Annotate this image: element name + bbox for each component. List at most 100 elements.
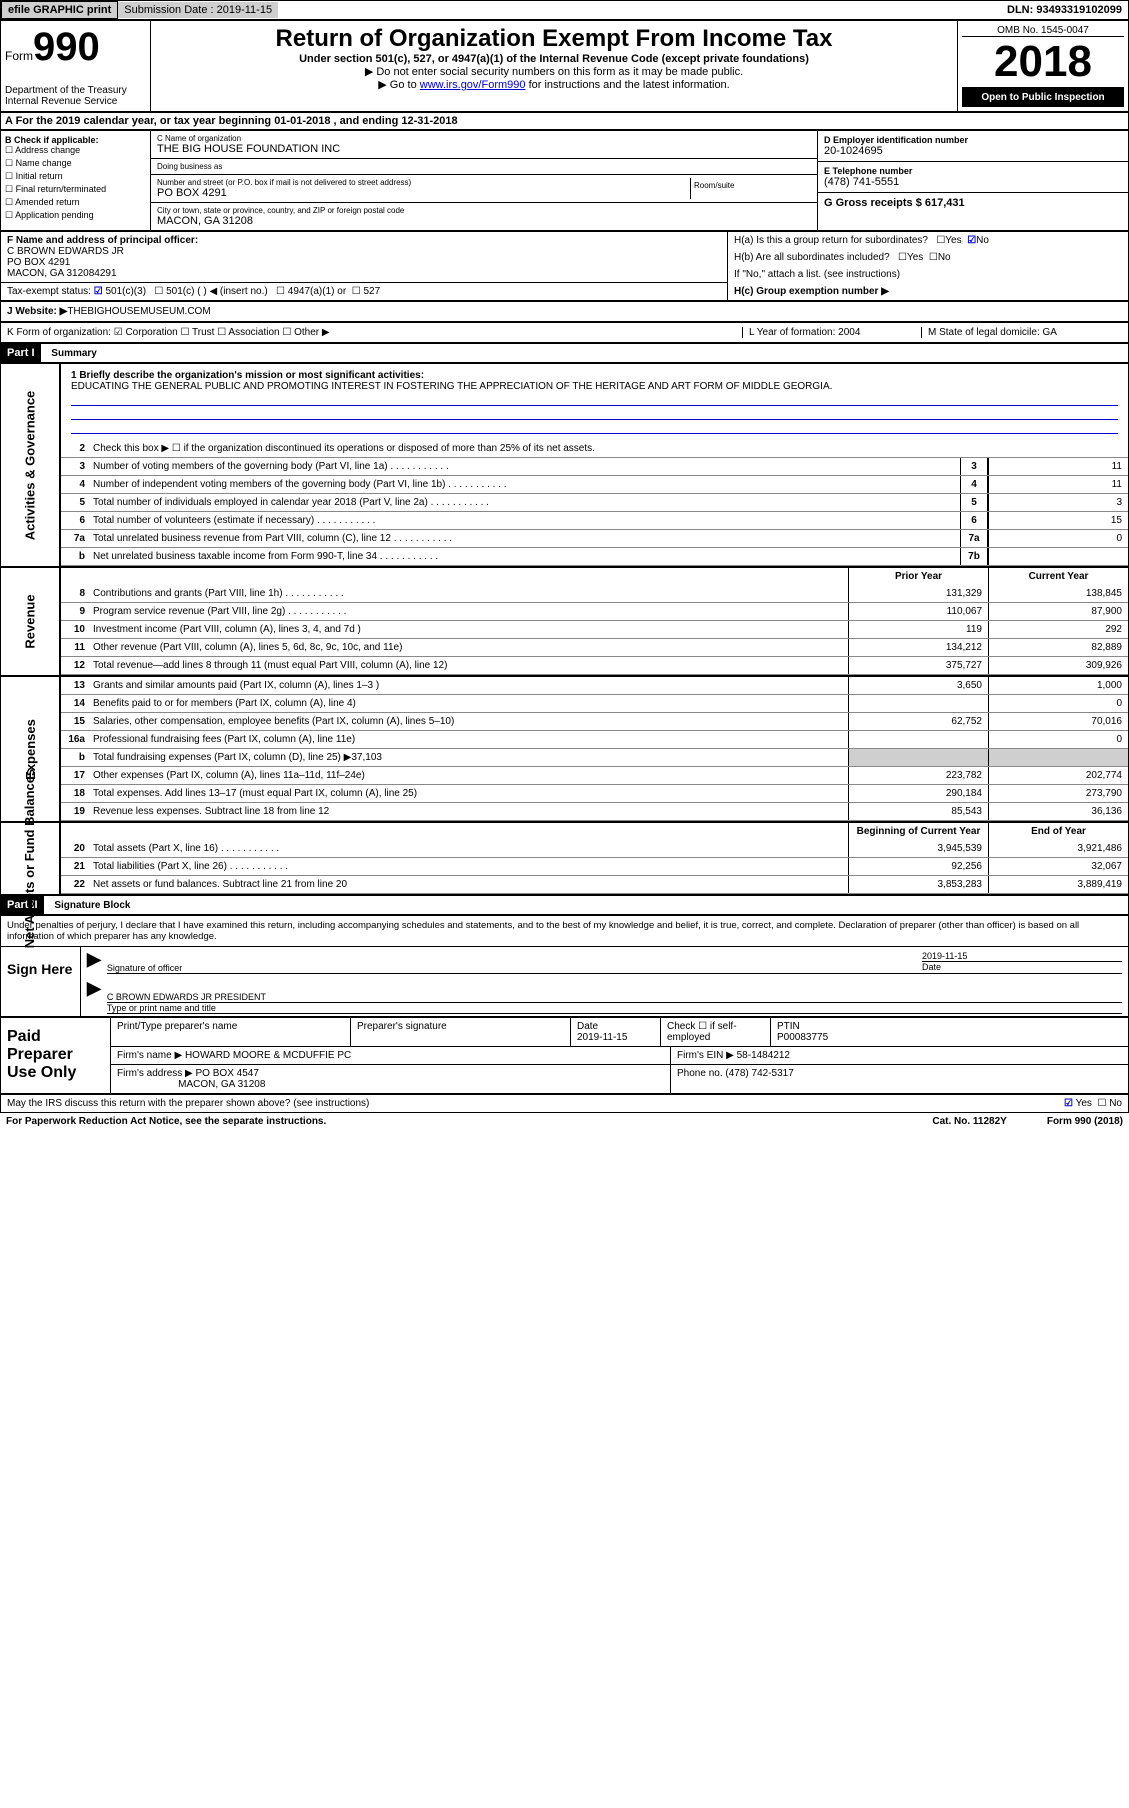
governance-label: Activities & Governance [1,364,61,566]
col-headers-net: Beginning of Current Year End of Year [61,823,1128,840]
subtitle-link-row: ▶ Go to www.irs.gov/Form990 for instruct… [155,78,953,91]
addr-label: Number and street (or P.O. box if mail i… [157,178,690,187]
preparer-name-label: Print/Type preparer's name [111,1018,351,1046]
discuss-no[interactable]: ☐ No [1097,1098,1122,1109]
revenue-section: Revenue Prior Year Current Year 8Contrib… [0,567,1129,676]
line-2: 2 Check this box ▶ ☐ if the organization… [61,440,1128,458]
rule-line [71,406,1118,420]
k-form-org: K Form of organization: ☑ Corporation ☐ … [7,327,742,338]
paid-date-cell: Date2019-11-15 [571,1018,661,1046]
line7b-val [988,548,1128,565]
irs-link[interactable]: www.irs.gov/Form990 [420,79,526,91]
identity-grid: B Check if applicable: ☐ Address change … [0,130,1129,231]
org-name-cell: C Name of organization THE BIG HOUSE FOU… [151,131,817,159]
line-5: 5Total number of individuals employed in… [61,494,1128,512]
tax-status-label: Tax-exempt status: [7,286,91,297]
efile-print-button[interactable]: efile GRAPHIC print [1,1,118,19]
phone-cell: E Telephone number (478) 741-5551 [818,162,1128,193]
preparer-sig-label: Preparer's signature [351,1018,571,1046]
chk-address-change[interactable]: ☐ Address change [5,145,146,156]
firm-phone-cell: Phone no. (478) 742-5317 [671,1065,1128,1093]
hc-row: H(c) Group exemption number ▶ [728,283,1128,300]
line-21: 21Total liabilities (Part X, line 26)92,… [61,858,1128,876]
arrow-icon: ▶ [87,949,107,974]
dln-number: DLN: 93493319102099 [1001,2,1128,18]
dept-treasury: Department of the Treasury Internal Reve… [5,85,146,107]
chk-application-pending[interactable]: ☐ Application pending [5,210,146,221]
chk-501c[interactable]: 501(c) ( ) ◀ (insert no.) [166,286,268,297]
line-10: 10Investment income (Part VIII, column (… [61,621,1128,639]
sig-date-field: 2019-11-15 Date [922,949,1122,974]
line6-val: 15 [988,512,1128,529]
dba-label: Doing business as [157,162,811,171]
sig-name-field: C BROWN EDWARDS JR PRESIDENT Type or pri… [107,978,1122,1014]
org-name-value: THE BIG HOUSE FOUNDATION INC [157,143,811,155]
subtitle-section: Under section 501(c), 527, or 4947(a)(1)… [155,53,953,65]
hb-no[interactable]: No [938,252,951,263]
self-employed-check[interactable]: Check ☐ if self-employed [661,1018,771,1046]
ha-yes[interactable]: Yes [945,235,961,246]
sig-officer-field[interactable]: Signature of officer [107,949,922,974]
part1-bar: Part I Summary [0,343,1129,363]
rule-line [71,420,1118,434]
tax-year-range: A For the 2019 calendar year, or tax yea… [0,112,1129,130]
chk-name-change[interactable]: ☐ Name change [5,158,146,169]
hb-row: H(b) Are all subordinates included? ☐Yes… [728,249,1128,266]
line3-val: 11 [988,458,1128,475]
website-row: J Website: ▶ THEBIGHOUSEMUSEUM.COM [0,301,1129,322]
paid-row-1: Print/Type preparer's name Preparer's si… [111,1018,1128,1047]
korg-row: K Form of organization: ☑ Corporation ☐ … [0,322,1129,343]
paid-row-2: Firm's name ▶ HOWARD MOORE & MCDUFFIE PC… [111,1047,1128,1065]
arrow-icon: ▶ [87,978,107,1014]
omb-number: OMB No. 1545-0047 [962,25,1124,37]
form-ref: Form 990 (2018) [1047,1116,1123,1127]
topbar: efile GRAPHIC print Submission Date : 20… [0,0,1129,20]
l-year-formation: L Year of formation: 2004 [742,327,922,338]
form-prefix: Form [5,49,33,63]
city-cell: City or town, state or province, country… [151,203,817,230]
sig-declaration: Under penalties of perjury, I declare th… [1,916,1128,946]
submission-date: Submission Date : 2019-11-15 [118,2,278,18]
sign-here-label: Sign Here [1,947,81,1016]
discuss-yes[interactable]: ☑ Yes [1064,1098,1092,1109]
ha-no-check[interactable]: ☑ [967,235,976,246]
dba-cell: Doing business as [151,159,817,175]
firm-ein-cell: Firm's EIN ▶ 58-1484212 [671,1047,1128,1064]
discuss-row: May the IRS discuss this return with the… [0,1094,1129,1113]
part2-title: Signature Block [46,900,130,911]
phone-label: E Telephone number [824,166,1122,176]
netassets-section: Net Assets or Fund Balances Beginning of… [0,822,1129,895]
ein-value: 20-1024695 [824,145,1122,157]
officer-addr1: PO BOX 4291 [7,257,721,268]
chk-initial-return[interactable]: ☐ Initial return [5,171,146,182]
chk-527[interactable]: 527 [363,286,380,297]
ha-row: H(a) Is this a group return for subordin… [728,232,1128,249]
form-990-number: 990 [33,25,100,69]
chk-amended-return[interactable]: ☐ Amended return [5,197,146,208]
paid-preparer-section: Paid Preparer Use Only Print/Type prepar… [0,1017,1129,1094]
col-headers-revenue: Prior Year Current Year [61,568,1128,585]
part1-title: Summary [43,348,97,359]
chk-final-return[interactable]: ☐ Final return/terminated [5,184,146,195]
line-14: 14Benefits paid to or for members (Part … [61,695,1128,713]
mission-text: EDUCATING THE GENERAL PUBLIC AND PROMOTI… [71,381,1118,392]
cat-no: Cat. No. 11282Y [932,1116,1006,1127]
expenses-section: Expenses 13Grants and similar amounts pa… [0,676,1129,822]
tax-year: 2018 [962,37,1124,88]
chk-4947[interactable]: 4947(a)(1) or [288,286,346,297]
line-18: 18Total expenses. Add lines 13–17 (must … [61,785,1128,803]
tax-status-row: Tax-exempt status: ☑ 501(c)(3) ☐ 501(c) … [1,283,727,300]
line-4: 4Number of independent voting members of… [61,476,1128,494]
org-name-label: C Name of organization [157,134,811,143]
line-20: 20Total assets (Part X, line 16)3,945,53… [61,840,1128,858]
hb-yes[interactable]: Yes [907,252,923,263]
line-22: 22Net assets or fund balances. Subtract … [61,876,1128,894]
paid-row-3: Firm's address ▶ PO BOX 4547 MACON, GA 3… [111,1065,1128,1093]
address-cell: Number and street (or P.O. box if mail i… [151,175,817,203]
part1-header: Part I [1,344,41,362]
revenue-label: Revenue [1,568,61,675]
line4-val: 11 [988,476,1128,493]
rule-line [71,392,1118,406]
chk-501c3[interactable]: ☑ [94,286,103,297]
officer-cell: F Name and address of principal officer:… [1,232,727,283]
